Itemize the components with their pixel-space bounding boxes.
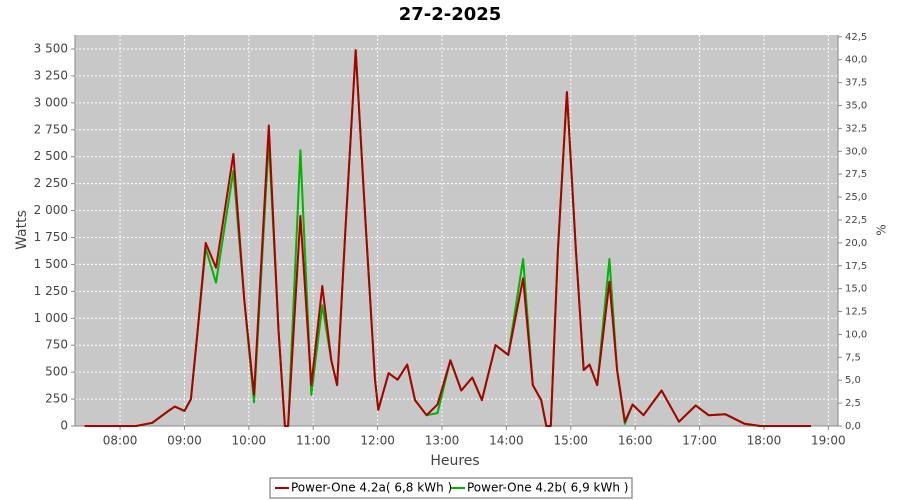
y2-tick-label: 40,0 [845,55,867,66]
legend-label: Power-One 4.2b( 6,9 kWh ) [467,481,628,495]
series-line [84,49,811,427]
x-tick-label: 08:00 [103,434,138,448]
x-tick-label: 19:00 [811,434,846,448]
y2-tick-label: 42,5 [845,32,867,43]
y-tick-label: 0 [60,419,68,433]
y-tick-label: 1 000 [34,311,68,325]
x-tick-label: 10:00 [232,434,267,448]
y-tick-label: 750 [45,338,68,352]
y-tick-label: 1 750 [34,230,68,244]
x-tick-label: 09:00 [167,434,202,448]
x-tick-label: 12:00 [360,434,395,448]
y-tick-label: 2 000 [34,203,68,217]
legend-label: Power-One 4.2a( 6,8 kWh ) [291,481,452,495]
y2-tick-label: 30,0 [845,146,867,157]
y-tick-label: 2 750 [34,122,68,136]
y2-tick-label: 2,5 [845,398,861,409]
y-tick-label: 2 500 [34,149,68,163]
y2-tick-label: 37,5 [845,78,867,89]
y2-tick-label: 25,0 [845,192,867,203]
y-tick-label: 250 [45,392,68,406]
y2-tick-label: 20,0 [845,238,867,249]
x-tick-label: 13:00 [425,434,460,448]
x-tick-label: 16:00 [618,434,653,448]
y2-tick-label: 35,0 [845,101,867,112]
x-tick-label: 17:00 [682,434,717,448]
y-tick-label: 3 000 [34,95,68,109]
x-tick-label: 14:00 [489,434,524,448]
y-axis-label: Watts [14,210,30,250]
x-tick-label: 18:00 [747,434,782,448]
y2-tick-label: 15,0 [845,284,867,295]
y2-tick-label: 27,5 [845,169,867,180]
y2-tick-label: 17,5 [845,261,867,272]
y-tick-label: 2 250 [34,176,68,190]
y-tick-label: 3 500 [34,42,68,56]
y2-tick-label: 0,0 [845,421,861,432]
y2-tick-label: 7,5 [845,352,861,363]
y-tick-label: 3 250 [34,68,68,82]
y2-tick-label: 5,0 [845,375,861,386]
x-tick-label: 11:00 [296,434,331,448]
plot-area [75,35,838,426]
y2-axis-label: % [875,224,889,235]
y-tick-label: 1 250 [34,284,68,298]
chart-title: 27-2-2025 [399,4,502,25]
y2-tick-label: 22,5 [845,215,867,226]
y-tick-label: 1 500 [34,257,68,271]
y-tick-label: 500 [45,365,68,379]
y2-tick-label: 10,0 [845,329,867,340]
y2-tick-label: 32,5 [845,123,867,134]
y2-tick-label: 12,5 [845,307,867,318]
x-tick-label: 15:00 [553,434,588,448]
x-axis-label: Heures [430,453,479,469]
